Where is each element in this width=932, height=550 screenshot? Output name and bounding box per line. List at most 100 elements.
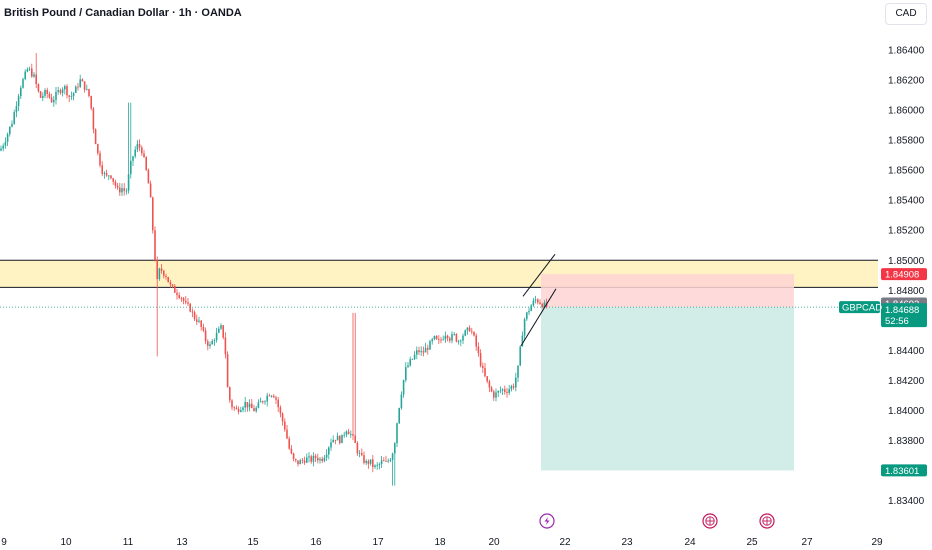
candle-body — [75, 86, 77, 93]
flag-event-icon[interactable] — [759, 513, 775, 529]
candle-body — [259, 401, 262, 403]
candle-body — [275, 397, 277, 400]
candle-body — [68, 95, 70, 97]
candle-body — [114, 181, 117, 186]
candle-body — [119, 187, 121, 193]
candle-body — [70, 96, 73, 98]
candle-body — [413, 354, 416, 359]
candle-body — [358, 453, 361, 454]
candle-body — [411, 358, 414, 360]
candle-body — [504, 389, 506, 392]
candle-body — [42, 95, 44, 98]
candle-body — [534, 299, 537, 301]
candle-body — [299, 460, 301, 465]
candle-body — [207, 341, 209, 346]
target-price-tag: 1.83601 — [885, 466, 919, 477]
take-profit-zone[interactable] — [541, 307, 794, 471]
candle-body — [149, 183, 152, 198]
candle-body — [438, 339, 440, 341]
lightning-icon[interactable] — [539, 513, 555, 529]
candle-body — [213, 340, 216, 342]
candle-body — [273, 395, 275, 398]
candle-body — [345, 431, 348, 435]
candle-body — [15, 106, 18, 113]
candle-body — [501, 389, 504, 391]
candle-body — [431, 339, 433, 342]
candle-body — [319, 458, 321, 461]
candle-body — [2, 145, 4, 149]
candle-body — [81, 79, 84, 82]
candle-body — [215, 332, 218, 341]
candle-body — [490, 387, 493, 392]
candle-body — [167, 276, 169, 283]
candle-body — [328, 447, 330, 455]
candle-body — [55, 91, 57, 100]
candle-body — [17, 96, 20, 107]
candle-body — [488, 381, 491, 388]
candle-body — [160, 268, 163, 271]
time-axis[interactable]: 9 10 11 13 15 16 17 18 20 22 23 24 25 27 29 — [1, 537, 883, 548]
candle-body — [233, 407, 235, 409]
candle-body — [6, 134, 9, 142]
time-tick-label: 22 — [559, 537, 571, 548]
time-tick-label: 25 — [746, 537, 758, 548]
time-tick-label: 23 — [621, 537, 633, 548]
symbol-title: British Pound / Canadian Dollar · 1h · O… — [4, 7, 242, 19]
candle-body — [92, 108, 95, 130]
candle-body — [277, 399, 279, 408]
candle-body — [352, 434, 354, 436]
price-tick-label: 1.86200 — [888, 76, 925, 87]
candle-body — [286, 429, 288, 439]
stop-loss-zone[interactable] — [541, 274, 794, 308]
symbol-tag: GBPCAD — [842, 303, 882, 314]
candle-body — [101, 165, 103, 174]
candle-body — [334, 439, 337, 441]
candle-body — [251, 403, 253, 409]
candle-body — [317, 457, 319, 461]
candle-body — [35, 74, 37, 85]
candle-body — [521, 335, 524, 347]
candle-body — [165, 275, 167, 277]
currency-button[interactable]: CAD — [885, 3, 927, 25]
candle-body — [464, 330, 466, 336]
flag-event-icon[interactable] — [702, 513, 718, 529]
candle-body — [512, 386, 515, 388]
candle-body — [191, 311, 194, 313]
candle-body — [24, 71, 26, 80]
price-tick-label: 1.84200 — [888, 376, 925, 387]
candle-body — [229, 387, 231, 401]
candle-body — [180, 297, 183, 299]
candle-body — [453, 333, 455, 335]
wedge-lower-line[interactable] — [520, 288, 557, 347]
candle-body — [138, 144, 141, 148]
candle-body — [231, 400, 233, 408]
candle-body — [28, 68, 31, 70]
wedge-upper-line[interactable] — [522, 253, 556, 297]
candle-body — [57, 90, 59, 92]
candle-body — [79, 79, 81, 87]
candle-body — [418, 350, 420, 353]
stop-price-tag: 1.84908 — [885, 270, 919, 281]
candle-body — [440, 339, 442, 341]
time-tick-label: 13 — [176, 537, 188, 548]
candle-body — [422, 351, 425, 353]
candle-body — [543, 302, 546, 308]
candle-body — [506, 391, 508, 393]
candle-body — [209, 344, 211, 346]
candle-body — [235, 407, 238, 410]
candle-body — [297, 460, 299, 465]
time-tick-label: 20 — [488, 537, 500, 548]
candle-body — [185, 300, 187, 303]
candle-body — [343, 434, 345, 436]
candle-body — [64, 86, 66, 90]
stop-price-tag-bg — [881, 268, 927, 281]
time-tick-label: 9 — [1, 537, 7, 548]
candle-body — [402, 380, 405, 395]
price-tick-label: 1.85800 — [888, 136, 925, 147]
time-tick-label: 24 — [684, 537, 696, 548]
candle-body — [242, 407, 244, 411]
candle-body — [363, 455, 365, 463]
candle-body — [86, 89, 88, 90]
